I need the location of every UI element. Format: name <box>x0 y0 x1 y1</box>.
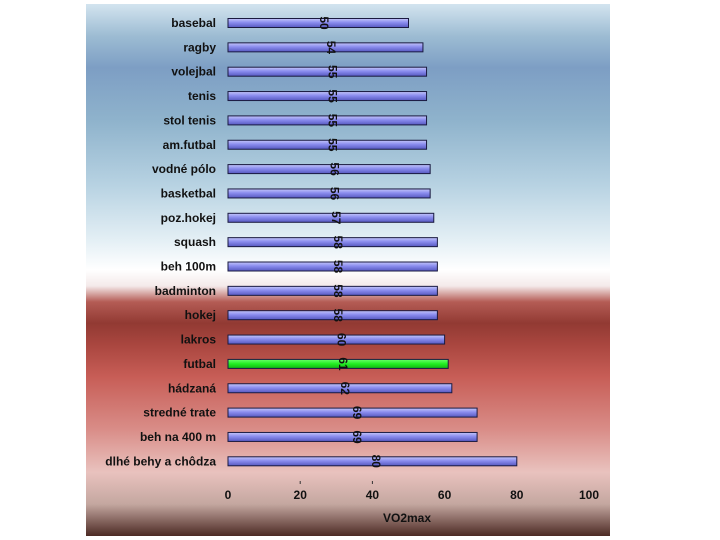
category-label-poz-hokej: poz.hokej <box>161 211 216 225</box>
data-label-beh-na-400-m: 69 <box>350 430 364 444</box>
bar-beh-100m <box>227 261 438 272</box>
bar-lakros <box>227 334 446 345</box>
bar-stol-tenis <box>227 115 428 126</box>
category-label-basketbal: basketbal <box>161 186 216 200</box>
bar-basebal <box>227 18 409 28</box>
category-label-tenis: tenis <box>188 89 216 103</box>
data-label-dlhe-behy-a-chodza: 80 <box>369 455 383 469</box>
category-label-dlhe-behy-a-chodza: dlhé behy a chôdza <box>105 454 216 468</box>
data-label-stol-tenis: 55 <box>326 114 340 128</box>
data-label-lakros: 60 <box>334 333 348 347</box>
data-label-volejbal: 55 <box>326 65 340 79</box>
data-label-futbal: 61 <box>336 357 350 371</box>
bar-hadzana <box>227 383 453 394</box>
category-label-stredne-trate: stredné trate <box>143 406 216 420</box>
data-label-poz-hokej: 57 <box>329 211 343 225</box>
bar-hokej <box>227 310 438 321</box>
data-label-badminton: 58 <box>331 284 345 298</box>
category-label-badminton: badminton <box>155 284 216 298</box>
bar-vodne-polo <box>227 164 431 175</box>
bar-dlhe-behy-a-chodza <box>227 456 518 467</box>
x-tick-label-20: 20 <box>294 488 308 502</box>
bar-stredne-trate <box>227 407 478 418</box>
x-tick-label-0: 0 <box>225 488 232 502</box>
data-label-beh-100m: 58 <box>331 260 345 274</box>
data-label-squash: 58 <box>331 236 345 250</box>
category-label-ragby: ragby <box>183 40 216 54</box>
category-label-beh-na-400-m: beh na 400 m <box>140 430 216 444</box>
category-label-stol-tenis: stol tenis <box>163 113 216 127</box>
category-label-beh-100m: beh 100m <box>161 260 216 274</box>
x-tick-label-80: 80 <box>510 488 524 502</box>
data-label-am-futbal: 55 <box>326 138 340 152</box>
bar-tenis <box>227 91 428 102</box>
x-axis-title: VO2max <box>383 511 431 525</box>
category-label-hokej: hokej <box>185 308 216 322</box>
bar-volejbal <box>227 66 428 77</box>
bar-poz-hokej <box>227 212 435 223</box>
data-label-vodne-polo: 56 <box>327 162 341 176</box>
category-label-squash: squash <box>174 235 216 249</box>
x-tick-label-40: 40 <box>366 488 380 502</box>
category-label-basebal: basebal <box>171 16 216 30</box>
bar-am-futbal <box>227 139 428 150</box>
category-label-hadzana: hádzaná <box>168 381 216 395</box>
category-label-futbal: futbal <box>183 357 216 371</box>
x-tick-label-100: 100 <box>579 488 599 502</box>
category-label-am-futbal: am.futbal <box>163 138 216 152</box>
category-label-volejbal: volejbal <box>171 65 216 79</box>
bar-squash <box>227 237 438 248</box>
bar-badminton <box>227 285 438 296</box>
data-label-hadzana: 62 <box>338 382 352 396</box>
data-label-tenis: 55 <box>326 89 340 103</box>
category-label-vodne-polo: vodné pólo <box>152 162 216 176</box>
category-label-lakros: lakros <box>181 333 217 347</box>
bar-beh-na-400-m <box>227 431 478 442</box>
bar-futbal <box>227 358 449 369</box>
x-tick-label-60: 60 <box>438 488 452 502</box>
data-label-basketbal: 56 <box>327 187 341 201</box>
data-label-hokej: 58 <box>331 309 345 323</box>
bar-ragby <box>227 42 424 53</box>
data-label-ragby: 54 <box>324 41 338 55</box>
data-label-basebal: 50 <box>317 16 331 30</box>
data-label-stredne-trate: 69 <box>350 406 364 420</box>
bar-basketbal <box>227 188 431 199</box>
